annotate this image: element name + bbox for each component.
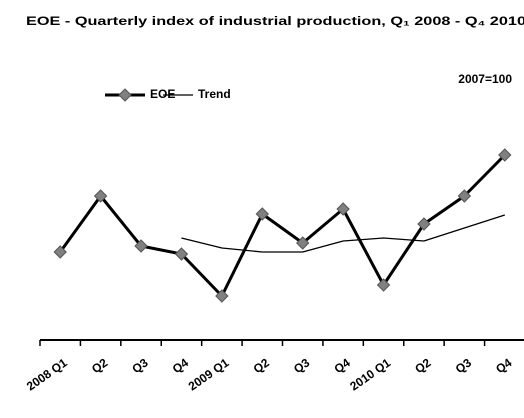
- x-tick-label: Q4: [170, 355, 191, 376]
- x-tick-label: 2010 Q1: [347, 355, 393, 393]
- marker: [93, 189, 108, 203]
- marker: [53, 245, 67, 259]
- marker: [457, 189, 472, 203]
- x-tick-label: 2008 Q1: [24, 355, 70, 393]
- x-tick-label: Q4: [493, 355, 514, 376]
- marker: [376, 278, 391, 292]
- marker: [134, 239, 148, 253]
- x-tick-label: Q3: [291, 355, 312, 376]
- marker: [296, 236, 310, 250]
- x-tick-label: Q3: [453, 355, 474, 376]
- x-tick-label: 2009 Q1: [186, 355, 232, 393]
- x-tick-label: Q4: [332, 355, 353, 376]
- marker: [255, 207, 269, 221]
- legend-label: Trend: [198, 87, 231, 101]
- marker: [336, 202, 350, 216]
- eoe-line: [58, 153, 506, 298]
- marker: [215, 289, 229, 303]
- chart-title: EOE - Quarterly index of industrial prod…: [26, 14, 524, 28]
- marker: [498, 148, 512, 162]
- x-tick-label: Q2: [89, 355, 110, 376]
- x-tick-label: Q2: [412, 355, 433, 376]
- x-tick-label: Q2: [251, 355, 272, 376]
- x-tick-label: Q3: [129, 355, 150, 376]
- annotation: 2007=100: [458, 72, 512, 86]
- marker: [174, 247, 189, 261]
- marker: [417, 217, 431, 231]
- legend-marker: [118, 88, 132, 102]
- legend-label: EOE: [150, 87, 175, 101]
- trend-line: [181, 214, 505, 253]
